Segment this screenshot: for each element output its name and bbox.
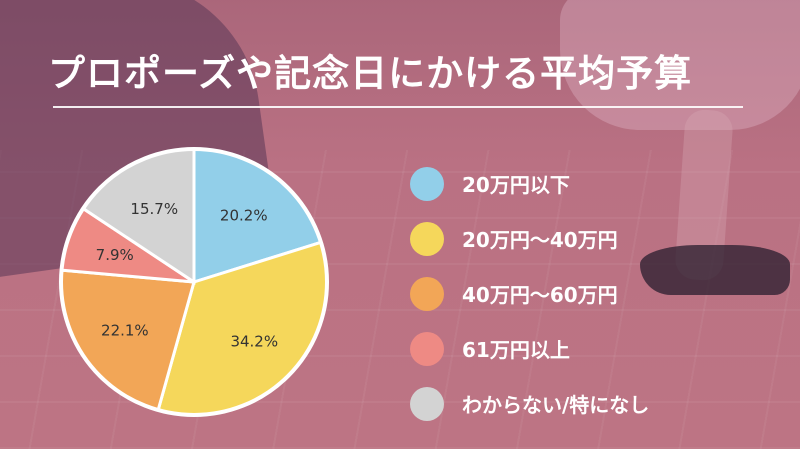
slice-value-label: 7.9% — [96, 246, 134, 264]
legend-item: 20万円以下 — [410, 156, 649, 211]
background-shoe — [640, 245, 790, 295]
slice-value-label: 15.7% — [130, 200, 178, 218]
legend-label: わからない/特になし — [462, 393, 650, 417]
legend-item: 40万円〜60万円 — [410, 266, 649, 321]
legend-swatch-icon — [410, 386, 444, 421]
legend-item: 61万円以上 — [410, 321, 649, 376]
legend-swatch-icon — [410, 221, 444, 256]
legend-label: 61万円以上 — [462, 338, 570, 362]
background-skirt — [560, 0, 800, 130]
legend-item: 20万円〜40万円 — [410, 211, 649, 266]
legend-swatch-icon — [410, 166, 444, 201]
slice-value-label: 22.1% — [101, 322, 149, 340]
legend-item: わからない/特になし — [410, 376, 649, 431]
title-underline — [53, 106, 743, 108]
chart-legend: 20万円以下 20万円〜40万円 40万円〜60万円 61万円以上 わからない/… — [410, 156, 649, 431]
chart-title: プロポーズや記念日にかける平均予算 — [48, 52, 693, 95]
legend-label: 40万円〜60万円 — [462, 283, 618, 307]
legend-swatch-icon — [410, 276, 444, 311]
legend-label: 20万円以下 — [462, 173, 570, 197]
legend-label: 20万円〜40万円 — [462, 228, 618, 252]
legend-swatch-icon — [410, 331, 444, 366]
slice-value-label: 34.2% — [230, 333, 278, 351]
slice-value-label: 20.2% — [220, 206, 268, 224]
pie-outline — [59, 147, 329, 417]
